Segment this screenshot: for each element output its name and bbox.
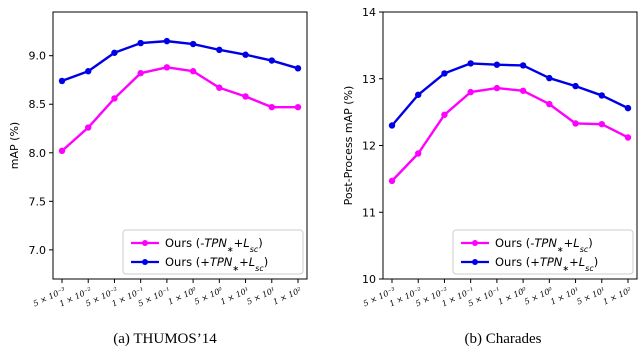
data-point bbox=[294, 65, 302, 72]
y-tick-label: 13 bbox=[362, 73, 376, 86]
x-tick-label: 1 × 10² bbox=[602, 286, 633, 307]
data-point bbox=[137, 69, 144, 77]
data-point bbox=[598, 120, 605, 128]
x-tick-label: 5 × 10¹ bbox=[575, 286, 606, 307]
data-point bbox=[519, 87, 527, 94]
data-point bbox=[163, 37, 171, 45]
data-point bbox=[85, 68, 92, 75]
y-axis-label: mAP (%) bbox=[8, 122, 21, 169]
legend-label: Ours (+TPN∗+Lsc) bbox=[165, 255, 268, 273]
data-point bbox=[216, 84, 223, 91]
x-tick-label: 1 × 10¹ bbox=[219, 286, 250, 307]
data-point bbox=[58, 147, 66, 155]
data-point bbox=[624, 134, 632, 141]
data-point bbox=[415, 150, 422, 157]
data-point bbox=[242, 93, 249, 100]
data-point bbox=[111, 49, 118, 56]
series-line-without-tpn bbox=[61, 66, 298, 152]
data-point bbox=[388, 177, 396, 185]
legend-swatch-marker bbox=[472, 259, 478, 265]
data-point bbox=[388, 122, 396, 129]
data-point bbox=[85, 124, 92, 131]
data-point bbox=[572, 82, 579, 90]
y-tick-label: 8.0 bbox=[29, 147, 47, 160]
data-point bbox=[546, 100, 553, 108]
data-point bbox=[441, 111, 448, 118]
data-point bbox=[572, 120, 579, 127]
data-point bbox=[493, 84, 501, 92]
data-point bbox=[189, 40, 197, 48]
data-point bbox=[58, 77, 66, 85]
y-tick-label: 8.5 bbox=[29, 98, 47, 111]
legend-label: Ours (-TPN∗+Lsc) bbox=[495, 236, 593, 254]
legend-box bbox=[452, 229, 634, 275]
data-point bbox=[546, 74, 553, 82]
series-line-without-tpn bbox=[391, 86, 629, 182]
data-point bbox=[294, 103, 302, 111]
legend-swatch-marker bbox=[142, 240, 148, 246]
legend-swatch-marker bbox=[142, 259, 148, 265]
data-point bbox=[242, 51, 249, 58]
series-line-with-tpn bbox=[391, 62, 629, 127]
y-tick-label: 12 bbox=[362, 140, 376, 153]
data-point bbox=[216, 46, 223, 54]
legend-label: Ours (-TPN∗+Lsc) bbox=[165, 236, 263, 254]
plot-frame bbox=[52, 11, 308, 280]
y-tick-label: 10 bbox=[362, 273, 376, 286]
legend-label: Ours (+TPN∗+Lsc) bbox=[495, 255, 598, 273]
x-tick-label: 1 × 10¹ bbox=[549, 286, 580, 307]
data-point bbox=[467, 88, 474, 96]
data-point bbox=[163, 64, 171, 71]
y-axis-label: Post-Process mAP (%) bbox=[342, 86, 355, 206]
x-tick-label: 1 × 10⁰ bbox=[497, 285, 529, 306]
data-point bbox=[441, 70, 448, 77]
data-point bbox=[268, 57, 275, 64]
data-point bbox=[137, 39, 144, 47]
data-point bbox=[493, 61, 501, 68]
x-tick-label: 5 × 10¹ bbox=[245, 286, 276, 307]
data-point bbox=[189, 68, 197, 75]
chart-panel-thumos: 7.07.58.08.59.05 × 10⁻³1 × 10⁻²5 × 10⁻²1… bbox=[8, 11, 308, 347]
data-point bbox=[467, 60, 474, 67]
subfigure-caption: (a) THUMOS’14 bbox=[113, 331, 217, 347]
y-tick-label: 11 bbox=[362, 206, 376, 219]
y-tick-label: 14 bbox=[362, 6, 376, 19]
data-point bbox=[268, 103, 275, 111]
x-tick-label: 5 × 10⁰ bbox=[523, 285, 555, 306]
x-tick-label: 5 × 10⁰ bbox=[193, 285, 225, 306]
series-line-with-tpn bbox=[61, 39, 299, 83]
y-tick-label: 7.5 bbox=[29, 195, 47, 208]
data-point bbox=[598, 92, 605, 99]
legend-swatch-marker bbox=[472, 240, 478, 246]
y-tick-label: 7.0 bbox=[29, 244, 47, 257]
subfigure-caption: (b) Charades bbox=[464, 331, 541, 347]
data-point bbox=[624, 104, 632, 112]
x-tick-label: 1 × 10⁰ bbox=[167, 285, 199, 306]
data-point bbox=[415, 91, 422, 98]
data-point bbox=[111, 95, 118, 102]
legend-box bbox=[122, 229, 304, 275]
y-tick-label: 9.0 bbox=[29, 50, 47, 63]
x-tick-label: 1 × 10² bbox=[272, 286, 303, 307]
data-point bbox=[519, 62, 527, 69]
